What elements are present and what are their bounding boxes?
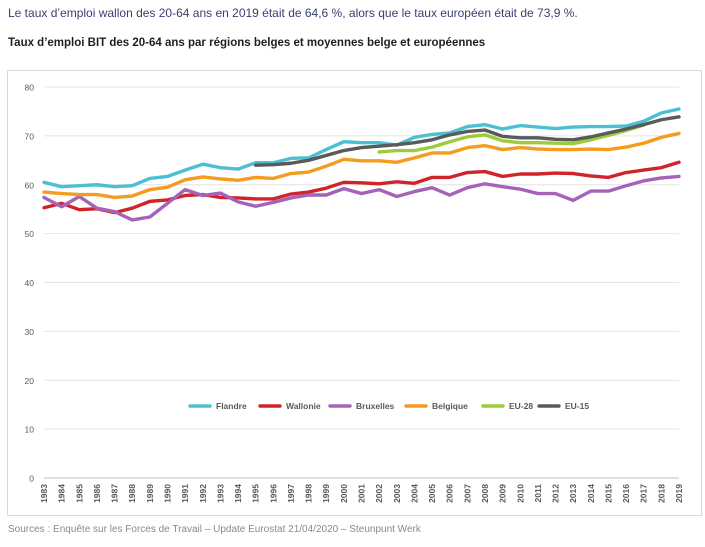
x-tick-label: 2017 [639,484,649,503]
x-tick-label: 1999 [321,484,331,503]
x-tick-label: 2015 [603,484,613,503]
x-tick-label: 2003 [392,484,402,503]
x-tick-label: 1995 [251,484,261,503]
x-tick-label: 1996 [268,484,278,503]
y-tick-label: 10 [25,425,35,435]
x-tick-label: 2004 [409,484,419,503]
x-tick-label: 2012 [551,484,561,503]
x-tick-label: 1993 [215,484,225,503]
series-line-bruxelles [42,174,681,222]
y-tick-labels: 0 10 20 30 40 50 60 70 80 [25,83,35,484]
series-line-belgique [42,131,681,200]
chart-frame: 0 10 20 30 40 50 60 70 80 1983 1984 1985 1986 1987 19… [7,70,702,516]
x-tick-label: 1983 [39,484,49,503]
y-tick-label: 50 [25,229,35,239]
y-tick-label: 30 [25,327,35,337]
gridlines [44,86,679,479]
x-tick-label: 2019 [674,484,684,503]
y-tick-label: 70 [25,131,35,141]
x-tick-label: 2009 [498,484,508,503]
series-line-eu-15 [253,115,681,167]
x-tick-label: 2002 [374,484,384,503]
x-tick-label: 2006 [445,484,455,503]
legend-label: EU-28 [509,401,533,411]
intro-text: Le taux d’emploi wallon des 20-64 ans en… [8,6,578,20]
x-tick-label: 2011 [533,484,543,503]
x-tick-label: 2001 [357,484,367,503]
x-tick-label: 2010 [515,484,525,503]
series-lines [42,107,681,222]
x-tick-label: 2018 [656,484,666,503]
legend-label: Bruxelles [356,401,395,411]
x-tick-label: 1987 [110,484,120,503]
legend: Flandre Wallonie Bruxelles Belgique EU-28 EU-… [188,401,589,411]
y-tick-label: 40 [25,278,35,288]
x-tick-label: 1989 [145,484,155,503]
x-tick-label: 2016 [621,484,631,503]
x-tick-label: 1988 [127,484,137,503]
x-tick-label: 1998 [304,484,314,503]
y-tick-label: 60 [25,180,35,190]
x-tick-labels: 1983 1984 1985 1986 1987 1988 1989 1990 1991 1992… [39,484,684,503]
series-line-flandre [42,107,681,189]
legend-label: EU-15 [565,401,589,411]
x-tick-label: 2005 [427,484,437,503]
series-line-eu-28 [377,123,646,154]
x-tick-label: 2000 [339,484,349,503]
legend-label: Belgique [432,401,468,411]
y-tick-label: 0 [29,474,34,484]
x-tick-label: 1986 [92,484,102,503]
chart-title: Taux d’emploi BIT des 20-64 ans par régi… [8,37,486,49]
y-tick-label: 20 [25,376,35,386]
x-tick-label: 2008 [480,484,490,503]
source-note: Sources : Enquête sur les Forces de Trav… [8,524,421,535]
x-tick-label: 1992 [198,484,208,503]
x-tick-label: 1984 [57,484,67,503]
x-tick-label: 1991 [180,484,190,503]
x-tick-label: 1985 [74,484,84,503]
series-line-wallonie [42,160,681,215]
x-tick-label: 1990 [162,484,172,503]
x-tick-label: 1997 [286,484,296,503]
y-tick-label: 80 [25,83,35,93]
x-tick-label: 2007 [462,484,472,503]
x-tick-label: 2013 [568,484,578,503]
x-tick-label: 2014 [586,484,596,503]
x-tick-label: 1994 [233,484,243,503]
legend-label: Flandre [216,401,247,411]
legend-label: Wallonie [286,401,321,411]
